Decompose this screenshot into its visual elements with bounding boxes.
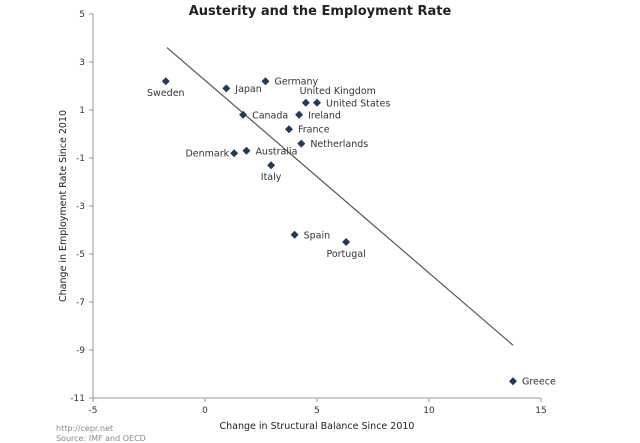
data-point-japan: Japan [222,84,262,95]
point-label: United Kingdom [300,86,376,97]
y-tick-label: 3 [79,58,85,68]
y-tick-label: 1 [79,106,85,116]
chart-title: Austerity and the Employment Rate [189,4,452,19]
data-point-greece: Greece [509,377,556,388]
data-point-spain: Spain [290,230,331,241]
data-point-united-kingdom: United Kingdom [300,86,376,107]
diamond-marker [230,149,239,158]
diamond-marker [290,230,299,239]
data-point-ireland: Ireland [295,110,341,121]
y-tick-label: 5 [79,10,85,20]
diamond-marker [342,238,351,246]
diamond-marker [222,84,231,93]
diamond-marker [267,161,276,170]
point-label: Italy [261,172,282,183]
diamond-marker [285,125,293,134]
data-point-germany: Germany [261,77,319,88]
point-label: France [298,125,330,136]
data-point-canada: Canada [239,110,288,121]
point-label: Germany [274,77,318,88]
trendline-group [166,47,514,346]
data-point-portugal: Portugal [326,238,366,260]
point-label: Australia [255,146,297,157]
y-tick-label: -1 [76,154,85,164]
x-tick-label: 15 [535,406,546,416]
y-axis-label: Change in Employment Rate Since 2010 [58,110,69,302]
point-label: United States [326,98,390,109]
point-label: Netherlands [310,139,368,150]
diamond-marker [297,139,306,148]
diamond-marker [295,110,304,119]
source-text: Source: IMF and OECD [56,434,146,443]
diamond-marker [313,98,321,107]
diamond-marker [242,146,251,155]
data-point-italy: Italy [261,161,282,183]
data-point-denmark: Denmark [185,149,239,160]
x-tick-label: -5 [89,406,98,416]
point-label: Canada [252,110,288,121]
y-tick-label: -11 [70,394,85,404]
diamond-marker [239,110,248,119]
data-point-australia: Australia [242,146,297,157]
y-tick-label: -9 [76,346,85,356]
point-label: Japan [234,84,262,95]
y-tick-label: -3 [76,202,85,212]
diamond-marker [261,77,270,86]
data-point-netherlands: Netherlands [297,139,368,150]
point-label: Greece [522,377,556,388]
data-point-united-states: United States [313,98,390,109]
diamond-marker [161,77,170,86]
diamond-marker [509,377,517,386]
y-tick-label: -7 [76,298,85,308]
point-label: Sweden [147,88,185,99]
source-url: http://cepr.net [56,424,113,433]
point-label: Denmark [185,149,229,160]
point-label: Spain [304,230,331,241]
data-point-france: France [285,125,330,136]
axes: 5 3 1 -1 -3 -5 -7 -9 -11 -5 0 5 10 15 [70,10,546,416]
x-tick-label: 0 [202,406,208,416]
point-label: Ireland [308,110,341,121]
point-label: Portugal [326,249,365,260]
trendline [166,47,514,346]
y-tick-label: -5 [76,250,85,260]
diamond-marker [301,98,310,107]
data-point-sweden: Sweden [147,77,185,99]
x-tick-label: 5 [314,406,320,416]
x-tick-label: 10 [423,406,435,416]
x-axis-label: Change in Structural Balance Since 2010 [220,421,415,432]
